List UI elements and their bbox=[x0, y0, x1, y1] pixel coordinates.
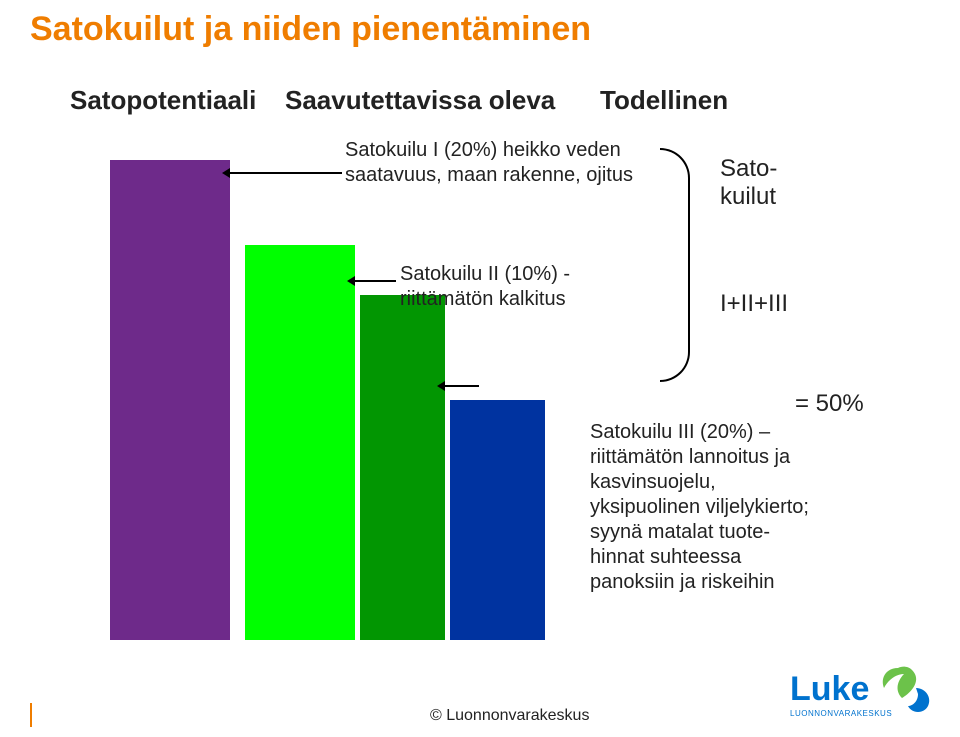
label-eq50: = 50% bbox=[795, 390, 864, 418]
annotation-gap1: Satokuilu I (20%) heikko veden saatavuus… bbox=[345, 138, 645, 188]
arrow-gap2 bbox=[355, 280, 396, 282]
header-actual: Todellinen bbox=[600, 85, 728, 116]
arrow-gap1 bbox=[230, 172, 342, 174]
bar-achievable bbox=[245, 245, 355, 640]
logo-text: Luke bbox=[790, 670, 869, 708]
luke-logo-svg: Luke LUONNONVARAKESKUS bbox=[790, 664, 940, 722]
luke-logo: Luke LUONNONVARAKESKUS bbox=[790, 664, 940, 727]
header-achievable: Saavutettavissa oleva bbox=[285, 85, 555, 116]
bar-potential bbox=[110, 160, 230, 640]
slide: Satokuilut ja niiden pienentäminen Satop… bbox=[0, 0, 960, 737]
header-potential: Satopotentiaali bbox=[70, 85, 256, 116]
footer-copyright: © Luonnonvarakeskus bbox=[430, 707, 589, 725]
page-title: Satokuilut ja niiden pienentäminen bbox=[30, 10, 591, 49]
arrow-gap3 bbox=[445, 385, 479, 387]
label-satokuilut: Sato- kuilut bbox=[720, 155, 777, 211]
yield-gap-chart bbox=[50, 120, 650, 640]
label-sum: I+II+III bbox=[720, 290, 788, 318]
annotation-gap3: Satokuilu III (20%) – riittämätön lannoi… bbox=[590, 420, 810, 595]
footer-accent-bar bbox=[30, 703, 32, 727]
bar-achievable-kalk bbox=[360, 295, 445, 640]
drop-icon bbox=[908, 688, 929, 712]
leaf-icon bbox=[883, 667, 916, 698]
bar-actual bbox=[450, 400, 545, 640]
annotation-gap2: Satokuilu II (10%) - riittämätön kalkitu… bbox=[400, 262, 630, 312]
logo-subtext: LUONNONVARAKESKUS bbox=[790, 709, 892, 718]
bracket-gaps bbox=[660, 148, 690, 382]
